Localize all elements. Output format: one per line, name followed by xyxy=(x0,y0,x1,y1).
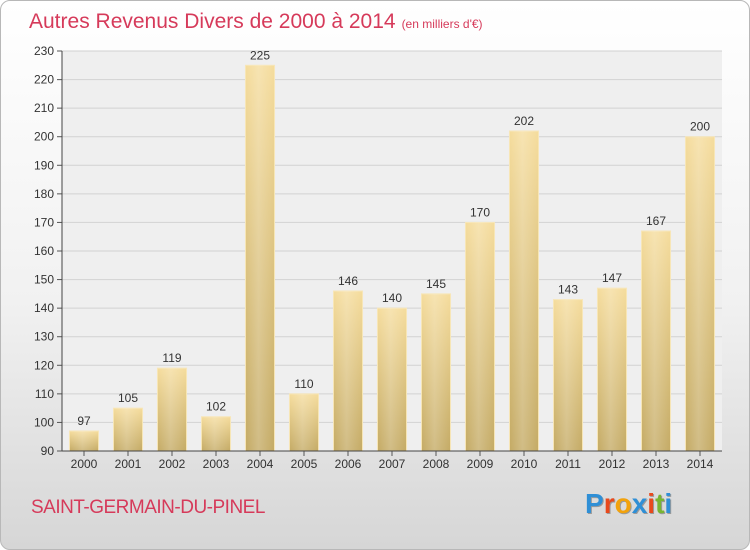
y-tick-label: 150 xyxy=(34,273,54,287)
logo-letter: t xyxy=(655,488,665,519)
y-tick-label: 100 xyxy=(34,415,54,429)
logo-letter: i xyxy=(647,488,656,519)
logo-letter: r xyxy=(603,488,615,519)
location-name: SAINT-GERMAIN-DU-PINEL xyxy=(31,497,265,518)
data-label: 105 xyxy=(118,391,138,405)
x-tick-label: 2010 xyxy=(511,457,538,471)
logo-letter: i xyxy=(664,488,673,519)
y-tick-label: 170 xyxy=(34,215,54,229)
data-label: 147 xyxy=(602,271,622,285)
x-tick-label: 2008 xyxy=(423,457,450,471)
bar-highlight xyxy=(113,408,143,451)
bar-highlight xyxy=(245,65,275,452)
logo-letter: P xyxy=(585,488,604,519)
x-tick-label: 2012 xyxy=(599,457,626,471)
data-labels: 97 105 119 102 225 110 146 140 145 170 202 143 147 16… xyxy=(77,48,710,428)
bar-highlight xyxy=(553,299,583,451)
bar-highlight xyxy=(69,431,99,451)
data-label: 225 xyxy=(250,48,270,62)
bars xyxy=(68,64,716,452)
chart-title: Autres Revenus Divers de 2000 à 2014 (en … xyxy=(29,10,483,34)
proxiti-logo: Proxiti xyxy=(585,488,672,520)
data-label: 97 xyxy=(77,414,91,428)
x-tick-label: 2006 xyxy=(335,457,362,471)
y-tick-label: 210 xyxy=(34,101,54,115)
bar-highlight xyxy=(289,393,319,451)
data-label: 202 xyxy=(514,114,534,128)
x-tick-label: 2013 xyxy=(643,457,670,471)
logo-letter: o xyxy=(614,488,632,519)
y-tick-label: 180 xyxy=(34,187,54,201)
data-label: 110 xyxy=(294,377,313,391)
y-tick-label: 140 xyxy=(34,301,54,315)
x-tick-label: 2004 xyxy=(247,457,274,471)
bar-highlight xyxy=(465,222,495,451)
y-tick-label: 230 xyxy=(34,44,54,58)
bar-highlight xyxy=(333,291,363,451)
y-tick-label: 190 xyxy=(34,158,54,172)
y-tick-label: 110 xyxy=(35,387,54,401)
title-text: Autres Revenus Divers de 2000 à 2014 xyxy=(29,10,396,33)
data-label: 145 xyxy=(426,277,446,291)
x-tick-label: 2011 xyxy=(555,457,581,471)
data-label: 143 xyxy=(558,283,578,297)
y-tick-label: 220 xyxy=(34,73,54,87)
bar-highlight xyxy=(421,293,451,451)
bar-highlight xyxy=(685,136,715,451)
y-tick-label: 120 xyxy=(34,358,54,372)
chart-subtitle: (en milliers d'€) xyxy=(401,17,483,31)
y-tick-label: 130 xyxy=(34,330,54,344)
data-label: 119 xyxy=(162,351,181,365)
data-label: 140 xyxy=(382,291,402,305)
data-label: 170 xyxy=(470,205,490,219)
data-label: 102 xyxy=(206,400,226,414)
y-tick-label: 90 xyxy=(41,444,55,458)
y-axis: 90 100 110 120 130 140 150 160 170 180 190 200 210 22… xyxy=(34,44,63,458)
y-tick-label: 200 xyxy=(34,130,54,144)
x-tick-label: 2014 xyxy=(687,457,714,471)
logo-letter: x xyxy=(631,488,648,519)
bar-highlight xyxy=(509,131,539,451)
bar-highlight xyxy=(201,416,231,451)
x-tick-label: 2009 xyxy=(467,457,494,471)
bar-highlight xyxy=(641,231,671,451)
x-tick-label: 2001 xyxy=(115,457,142,471)
data-label: 200 xyxy=(690,120,710,134)
x-tick-label: 2007 xyxy=(379,457,406,471)
x-tick-label: 2002 xyxy=(159,457,186,471)
data-label: 167 xyxy=(646,214,666,228)
x-axis: 2000 2001 2002 2003 2004 2005 2006 2007 2008 2009… xyxy=(62,450,722,471)
data-label: 146 xyxy=(338,274,358,288)
x-tick-label: 2000 xyxy=(71,457,98,471)
bar-highlight xyxy=(157,368,187,451)
bar-highlight xyxy=(377,308,407,451)
y-tick-label: 160 xyxy=(34,244,54,258)
x-tick-label: 2003 xyxy=(203,457,230,471)
bar-highlight xyxy=(597,288,627,451)
x-tick-label: 2005 xyxy=(291,457,318,471)
